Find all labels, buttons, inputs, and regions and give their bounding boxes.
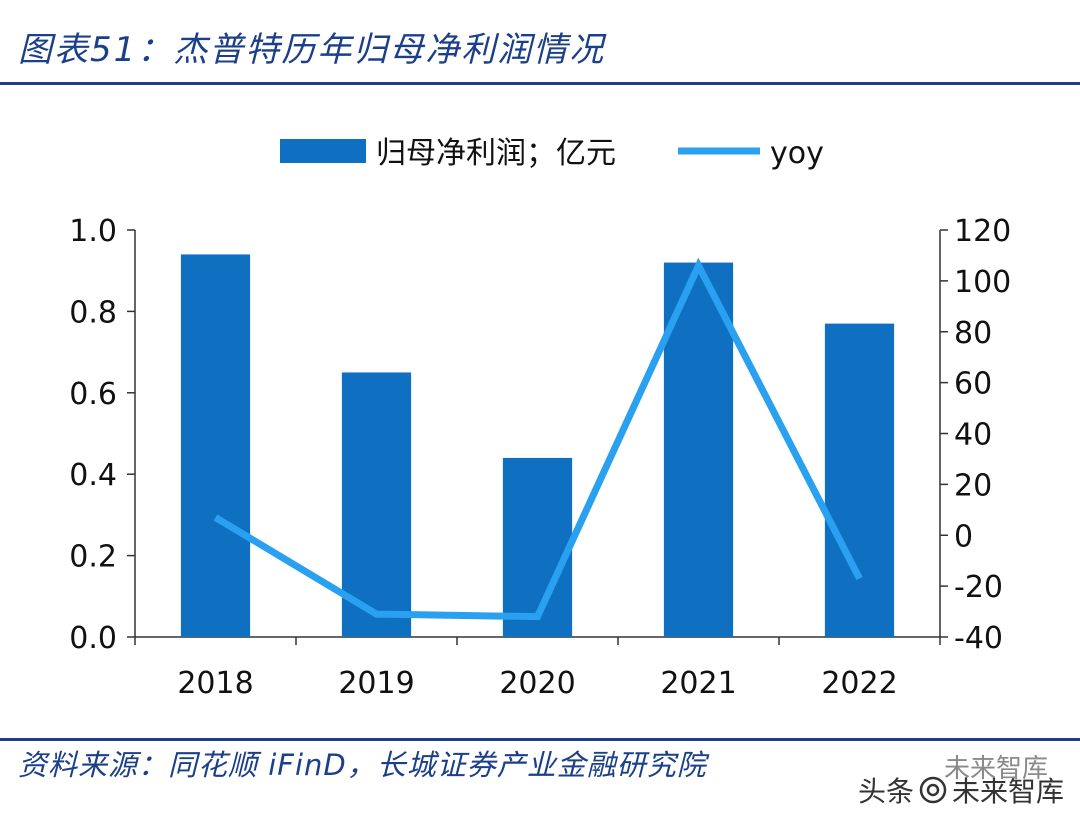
watermark-right-text: 未来智库 [952, 775, 1065, 808]
title-divider [0, 82, 1080, 85]
footer-divider [0, 738, 1080, 741]
bar-2021 [663, 262, 734, 637]
chart-title: 图表51：杰普特历年归母净利润情况 [18, 30, 606, 70]
watermark-left-text: 头条 [858, 775, 915, 808]
x-tick-label: 2019 [338, 666, 414, 701]
legend-bar-swatch [280, 139, 366, 163]
x-tick-label: 2018 [177, 666, 253, 701]
watermark-sub-text: 未来智库 [944, 754, 1049, 784]
right-tick-label: 40 [954, 418, 992, 453]
right-tick-label: 0 [954, 519, 973, 554]
bar-2020 [502, 457, 573, 637]
at-icon [919, 776, 947, 804]
left-tick-label: 0.2 [69, 540, 117, 575]
right-tick-label: 60 [954, 367, 992, 402]
bar-series [180, 254, 895, 638]
source-note: 资料来源：同花顺 iFinD，长城证券产业金融研究院 [18, 748, 707, 782]
right-tick-label: -40 [954, 621, 1003, 656]
right-tick-label: 120 [954, 214, 1011, 249]
watermark: 头条 未来智库 未来智库 [858, 754, 1065, 810]
bar-2022 [824, 323, 895, 637]
bar-2019 [341, 372, 412, 637]
x-tick-label: 2020 [499, 666, 575, 701]
line-series [213, 257, 863, 621]
x-tick-label: 2021 [660, 666, 736, 701]
bar-2018 [180, 254, 251, 638]
left-tick-label: 0.6 [69, 377, 117, 412]
right-tick-label: 80 [954, 316, 992, 351]
left-tick-label: 0.0 [69, 621, 117, 656]
x-tick-label: 2022 [821, 666, 897, 701]
combo-chart: 归母净利润；亿元 yoy 0.0 0.2 0.4 0.6 0.8 1.0 -40 -20 0 20 4… [69, 136, 1011, 701]
left-tick-label: 0.4 [69, 458, 117, 493]
legend: 归母净利润；亿元 yoy [280, 136, 824, 171]
left-tick-label: 0.8 [69, 295, 117, 330]
right-tick-label: 100 [954, 265, 1011, 300]
legend-line-label: yoy [770, 136, 824, 171]
tick-labels: 0.0 0.2 0.4 0.6 0.8 1.0 -40 -20 0 20 40 60 80 100 120 2… [69, 214, 1011, 701]
left-tick-label: 1.0 [69, 214, 117, 249]
right-tick-label: -20 [954, 570, 1003, 605]
right-tick-label: 20 [954, 468, 992, 503]
legend-bar-label: 归母净利润；亿元 [376, 136, 616, 171]
